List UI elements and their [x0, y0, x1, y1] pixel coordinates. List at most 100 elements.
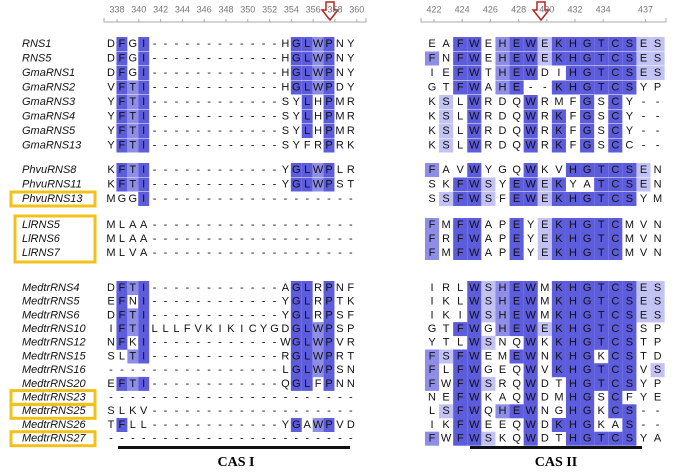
residue: - [316, 247, 320, 259]
residue: P [654, 323, 661, 335]
residue: D [499, 125, 507, 137]
residue: L [304, 296, 310, 308]
residue: - [316, 193, 320, 205]
residue: - [327, 247, 331, 259]
residue-shade [608, 363, 623, 378]
residue: - [251, 378, 255, 390]
residue: L [152, 323, 158, 335]
residue-shade [537, 232, 552, 246]
residue-shade [523, 418, 538, 432]
residue-shade [323, 51, 335, 66]
residue-shade [138, 66, 150, 80]
residue: G [118, 193, 127, 205]
residue: Y [293, 96, 301, 108]
residue: N [129, 296, 137, 308]
residue: - [218, 309, 222, 321]
residue: F [347, 309, 354, 321]
residue-shade [301, 322, 313, 337]
residue: W [469, 219, 480, 231]
residue: M [625, 233, 634, 245]
residue: - [262, 247, 266, 259]
residue: Q [512, 337, 521, 349]
residue: S [654, 282, 661, 294]
residue: - [284, 193, 288, 205]
residue: - [656, 96, 660, 108]
residue: W [469, 282, 480, 294]
residue: G [270, 323, 279, 335]
residue: - [251, 67, 255, 79]
residue: Q [512, 125, 521, 137]
residue-shade [509, 177, 524, 192]
residue: - [153, 38, 157, 50]
residue-shade [312, 322, 324, 337]
residue-shade [453, 246, 468, 260]
residue: - [251, 219, 255, 231]
residue: T [485, 67, 492, 79]
residue: C [611, 110, 619, 122]
residue: - [262, 81, 266, 93]
residue: I [430, 67, 433, 79]
residue: G [583, 247, 592, 259]
residue: S [598, 110, 605, 122]
residue: T [598, 219, 605, 231]
residue: K [555, 364, 563, 376]
residue: G [583, 81, 592, 93]
residue: E [442, 392, 449, 404]
residue: G [583, 378, 592, 390]
residue: - [262, 38, 266, 50]
residue: - [229, 392, 233, 404]
residue-shade [636, 51, 651, 66]
residue-shade [523, 390, 538, 405]
residue: T [598, 323, 605, 335]
residue: E [541, 178, 548, 190]
residue: - [229, 296, 233, 308]
residue: - [153, 296, 157, 308]
residue-shade [622, 163, 637, 177]
residue: R [336, 139, 344, 151]
residue: - [251, 392, 255, 404]
residue: - [153, 125, 157, 137]
residue-shade [290, 281, 302, 295]
residue: P [654, 378, 661, 390]
residue: - [218, 392, 222, 404]
residue-shade [608, 294, 623, 309]
residue: Q [512, 364, 521, 376]
residue: A [485, 247, 493, 259]
residue: G [583, 323, 592, 335]
residue-shade [523, 308, 538, 323]
residue: D [336, 81, 344, 93]
residue: - [294, 392, 298, 404]
residue-shade [495, 294, 510, 309]
residue-shade [509, 37, 524, 51]
residue: - [229, 309, 233, 321]
residue: T [598, 296, 605, 308]
residue: Y [293, 139, 301, 151]
residue: - [273, 67, 277, 79]
residue: - [273, 139, 277, 151]
residue: - [153, 193, 157, 205]
residue: N [654, 219, 662, 231]
residue: - [305, 247, 309, 259]
residue: T [129, 323, 136, 335]
residue: - [642, 139, 646, 151]
residue: P [325, 110, 332, 122]
residue: S [626, 81, 633, 93]
residue: R [484, 96, 492, 108]
residue: W [469, 233, 480, 245]
residue: W [469, 247, 480, 259]
residue: - [196, 125, 200, 137]
residue: N [107, 337, 115, 349]
residue: Y [282, 178, 290, 190]
residue-shade [523, 37, 538, 51]
cas2-bar [470, 446, 642, 449]
residue: A [129, 233, 137, 245]
residue: - [164, 433, 168, 445]
residue: F [119, 164, 126, 176]
residue: E [640, 164, 647, 176]
residue: - [196, 178, 200, 190]
residue: W [469, 164, 480, 176]
residue: W [526, 178, 537, 190]
residue-shade [467, 37, 482, 51]
residue: - [240, 67, 244, 79]
ruler-left-frame [103, 18, 367, 23]
